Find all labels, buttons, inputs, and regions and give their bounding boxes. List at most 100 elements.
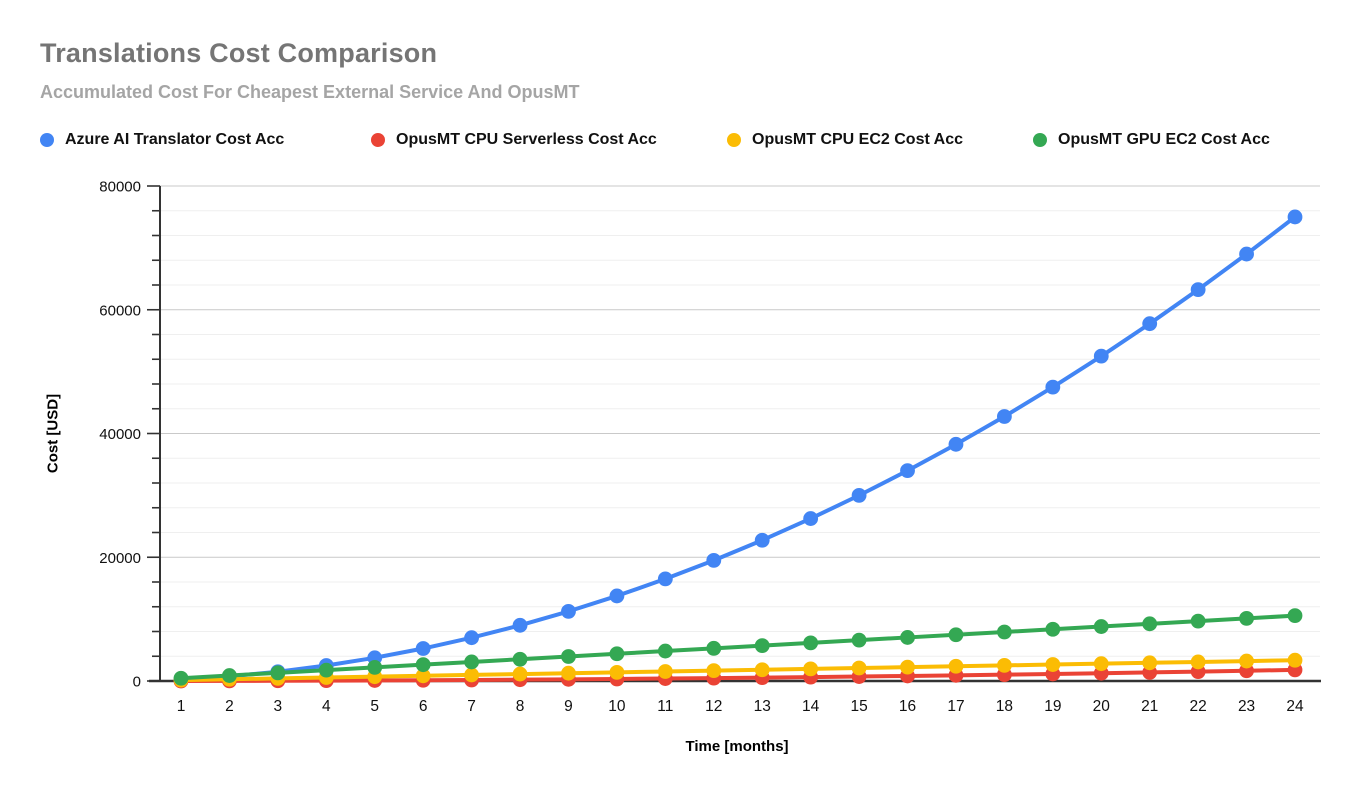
x-tick-label: 14	[802, 698, 820, 715]
series-opusmt-gpu-ec2-cost-acc	[173, 608, 1303, 686]
legend-label: OpusMT GPU EC2 Cost Acc	[1058, 131, 1270, 148]
data-point	[1287, 608, 1303, 624]
y-tick-label: 20000	[99, 550, 141, 567]
x-tick-label: 10	[608, 698, 626, 715]
data-point	[996, 409, 1012, 424]
x-tick-label: 3	[274, 698, 283, 715]
x-tick-label: 2	[225, 698, 234, 715]
legend-label: OpusMT CPU EC2 Cost Acc	[752, 131, 963, 148]
data-point	[415, 657, 431, 673]
data-point	[900, 659, 915, 675]
data-point	[851, 632, 867, 648]
data-point	[609, 664, 625, 680]
data-point	[464, 630, 480, 646]
y-axis: 0 20000 40000 60000 80000	[99, 179, 161, 691]
data-point	[754, 638, 770, 654]
data-point	[464, 667, 480, 683]
series-line	[179, 658, 1298, 683]
data-point	[318, 662, 334, 678]
data-point	[948, 436, 964, 452]
data-point	[1045, 621, 1061, 637]
data-point	[367, 659, 383, 675]
legend-label: Azure AI Translator Cost Acc	[65, 131, 285, 148]
data-point	[561, 603, 576, 619]
legend-item: Azure AI Translator Cost Acc	[40, 131, 284, 149]
legend-item: OpusMT GPU EC2 Cost Acc	[1033, 131, 1270, 149]
data-point	[173, 670, 189, 686]
x-tick-label: 9	[564, 698, 573, 715]
series-azure-ai-translator-cost-acc	[173, 209, 1303, 687]
data-point	[512, 651, 528, 667]
y-axis-title: Cost [USD]	[44, 393, 62, 474]
chart-subtitle: Accumulated Cost For Cheapest External S…	[40, 82, 580, 102]
x-tick-label: 11	[657, 698, 673, 715]
data-point	[1287, 652, 1303, 668]
legend-dot-icon	[1033, 133, 1047, 147]
data-point	[803, 635, 819, 651]
y-tick-label: 40000	[99, 426, 141, 443]
data-point	[1239, 653, 1254, 669]
x-tick-label: 20	[1093, 698, 1111, 715]
data-point	[1239, 246, 1254, 262]
y-gridlines-major	[160, 185, 1320, 558]
data-point	[1239, 610, 1254, 626]
data-point	[1190, 654, 1206, 670]
data-point	[706, 552, 722, 568]
x-tick-label: 8	[516, 698, 525, 715]
data-point	[512, 617, 528, 633]
series-line	[179, 613, 1298, 681]
series-line	[179, 214, 1298, 682]
x-tick-label: 6	[419, 698, 428, 715]
data-point	[561, 649, 576, 664]
chart-title: Translations Cost Comparison	[40, 38, 438, 68]
x-tick-label: 24	[1286, 698, 1304, 715]
data-point	[609, 646, 625, 662]
legend-item: OpusMT CPU Serverless Cost Acc	[371, 131, 657, 149]
x-tick-label: 5	[370, 698, 379, 715]
data-point	[754, 662, 770, 678]
data-point	[1287, 209, 1303, 225]
series-line	[179, 667, 1298, 683]
x-tick-label: 13	[754, 698, 771, 715]
data-point	[1093, 656, 1109, 672]
data-point	[803, 511, 819, 526]
data-point	[657, 664, 673, 679]
data-point	[1190, 282, 1206, 298]
data-point	[270, 665, 286, 681]
legend-dot-icon	[727, 133, 741, 147]
data-point	[1142, 616, 1158, 632]
x-tick-label: 16	[899, 698, 916, 715]
data-point	[609, 588, 625, 604]
data-point	[754, 532, 770, 548]
data-point	[657, 643, 673, 659]
data-point	[1093, 619, 1109, 634]
data-point	[657, 571, 673, 587]
x-tick-label: 17	[947, 698, 964, 715]
data-point	[948, 627, 964, 643]
data-point	[851, 487, 867, 503]
data-point	[415, 668, 431, 684]
data-point	[464, 654, 480, 670]
legend-item: OpusMT CPU EC2 Cost Acc	[727, 131, 963, 149]
data-point	[803, 661, 819, 677]
data-point	[900, 463, 915, 479]
data-point	[1142, 655, 1158, 671]
legend-dot-icon	[371, 133, 385, 147]
x-tick-label: 15	[850, 698, 867, 715]
data-point	[415, 641, 431, 656]
x-tick-label: 7	[467, 698, 476, 715]
y-tick-label: 80000	[99, 179, 141, 196]
x-tick-label: 12	[705, 698, 722, 715]
data-point	[1142, 316, 1158, 332]
data-point	[1093, 348, 1109, 364]
x-tick-label: 22	[1190, 698, 1207, 715]
data-point	[996, 658, 1012, 673]
legend-label: OpusMT CPU Serverless Cost Acc	[396, 131, 657, 148]
x-axis-title: Time [months]	[685, 738, 789, 755]
y-gridlines-minor	[160, 210, 1320, 657]
data-point	[851, 660, 867, 676]
data-point	[948, 658, 964, 674]
x-tick-label: 23	[1238, 698, 1255, 715]
data-point	[706, 663, 722, 679]
